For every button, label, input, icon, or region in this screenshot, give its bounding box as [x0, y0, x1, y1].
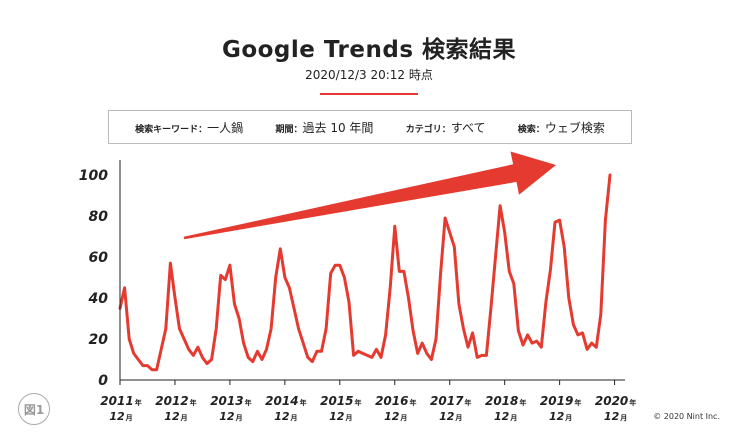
y-tick-label: 80 [89, 209, 109, 225]
filter-keyword-value: 一人鍋 [207, 120, 244, 135]
x-tick-label-month: 12月 [384, 410, 407, 423]
x-tick-label-year: 2016年 [375, 394, 416, 408]
timestamp: 2020/12/3 20:12 時点 [305, 68, 433, 82]
x-tick-label-year: 2019年 [540, 394, 581, 408]
x-tick-label-month: 12月 [494, 410, 517, 423]
title-divider [320, 93, 418, 95]
axes-layer [119, 160, 625, 385]
x-tick-label-month: 12月 [604, 410, 627, 423]
chart-title: Google Trends 検索結果 [221, 37, 517, 63]
x-tick-label-year: 2013年 [210, 394, 251, 408]
filter-search-type: 検索：ウェブ検索 [518, 119, 605, 136]
filter-search-type-key: 検索： [517, 124, 545, 135]
x-tick-label-month: 12月 [549, 410, 572, 423]
filter-category: カテゴリ：すべて [406, 119, 486, 136]
trend-arrow-layer [183, 151, 557, 240]
filter-period-key: 期間： [275, 124, 303, 135]
y-tick-label: 40 [88, 291, 109, 307]
filter-category-value: すべて [450, 120, 486, 135]
filter-summary-box: 検索キーワード：一人鍋 期間：過去 10 年間 カテゴリ：すべて 検索：ウェブ検… [108, 110, 632, 144]
x-tick-label-year: 2018年 [485, 394, 526, 408]
x-tick-label-month: 12月 [439, 410, 462, 423]
filter-category-key: カテゴリ： [405, 124, 451, 135]
filter-keyword-key: 検索キーワード： [135, 124, 208, 135]
filter-keyword: 検索キーワード：一人鍋 [135, 119, 243, 136]
x-tick-label-year: 2015年 [320, 394, 361, 408]
filter-period: 期間：過去 10 年間 [276, 119, 374, 136]
x-tick-label-year: 2014年 [265, 394, 306, 408]
series-layer [118, 173, 612, 372]
trend-arrow-icon [183, 151, 557, 240]
x-tick-label-month: 12月 [164, 410, 187, 423]
x-tick-label-month: 12月 [329, 410, 352, 423]
copyright-text: © 2020 Nint Inc. [653, 412, 720, 421]
x-tick-label-year: 2017年 [430, 394, 471, 408]
figure-number-badge: 図1 [18, 393, 50, 425]
series-line [118, 173, 612, 372]
filter-search-type-value: ウェブ検索 [544, 120, 605, 135]
y-tick-label: 100 [79, 168, 108, 184]
filter-period-value: 過去 10 年間 [302, 120, 374, 135]
x-tick-label-year: 2011年 [100, 394, 141, 408]
x-tick-label-year: 2012年 [155, 394, 196, 408]
y-axis-labels: 0 20 40 60 80 100 [79, 168, 108, 389]
x-axis-labels: 2011年 12月 2012年 12月 2013年 12月 2014年 12月 2015年 12月… [100, 394, 636, 423]
x-tick-label-year: 2020年 [595, 394, 636, 408]
y-tick-label: 0 [98, 373, 108, 389]
x-tick-label-month: 12月 [219, 410, 242, 423]
x-tick-label-month: 12月 [274, 410, 297, 423]
x-tick-label-month: 12月 [109, 410, 132, 423]
y-tick-label: 60 [89, 250, 109, 266]
y-tick-label: 20 [89, 332, 109, 348]
